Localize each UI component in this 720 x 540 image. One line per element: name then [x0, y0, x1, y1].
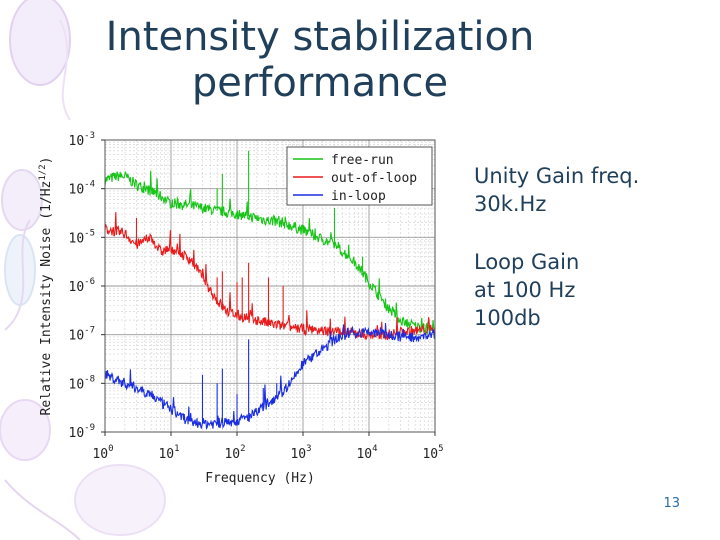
decor-swirl-2: [59, 19, 71, 121]
y-axis-label-close: ): [39, 157, 54, 165]
legend-label-out-of-loop: out-of-loop: [331, 171, 417, 186]
y-tick-label: 10-6: [69, 277, 96, 295]
decor-circle-bottom-left: [0, 399, 51, 461]
decor-circle-left: [1, 169, 43, 231]
y-axis-label: Relative Intensity Noise (1/Hz1/2): [38, 157, 54, 416]
y-tick-label: 10-3: [69, 131, 96, 149]
chart-axes: 100 101 102 103 104 105 10-3 10-4 10-5 10-6 10-7 10…: [69, 131, 444, 462]
x-tick-label: 104: [356, 444, 377, 462]
legend-label-free-run: free-run: [331, 153, 394, 168]
legend-label-in-loop: in-loop: [331, 189, 386, 204]
slide-title-line1: Intensity stabilization: [105, 14, 535, 60]
decor-balloon-top-left: [9, 0, 71, 86]
series-layer: [104, 150, 436, 430]
series-line-in-loop: [104, 323, 436, 430]
bullet-loop-gain-line2: at 100 Hz: [474, 278, 576, 302]
y-tick-label: 10-7: [69, 326, 96, 344]
bullet-unity-gain-line1: Unity Gain freq.: [474, 164, 640, 188]
x-tick-label: 100: [92, 444, 113, 462]
y-tick-label: 10-4: [69, 180, 96, 198]
x-tick-label: 102: [224, 444, 245, 462]
page-number: 13: [663, 496, 680, 511]
bullet-unity-gain-line2: 30k.Hz: [474, 192, 547, 216]
noise-spectrum-chart: 100 101 102 103 104 105 10-3 10-4 10-5 10-6 10-7 10…: [38, 131, 444, 486]
x-tick-label: 105: [422, 444, 443, 462]
y-tick-label: 10-5: [69, 228, 96, 246]
decor-stem: [4, 479, 81, 540]
y-tick-label: 10-8: [69, 374, 96, 392]
decor-swirl: [4, 219, 31, 331]
x-tick-label: 103: [290, 444, 311, 462]
chart-legend: free-run out-of-loop in-loop: [286, 146, 433, 206]
series-line-out-of-loop: [104, 212, 436, 341]
x-tick-label: 101: [158, 444, 179, 462]
series-line-free-run: [104, 170, 436, 335]
decor-circle-bottom: [74, 464, 166, 536]
y-axis-label-sup: 1/2: [38, 164, 48, 180]
slide-title-line2: performance: [191, 60, 449, 106]
bullet-unity-gain: Unity Gain freq. 30k.Hz: [474, 162, 639, 218]
bullet-loop-gain: Loop Gain at 100 Hz 100db: [474, 248, 579, 332]
y-tick-label: 10-9: [69, 423, 96, 441]
bullet-loop-gain-line3: 100db: [474, 306, 541, 330]
slide-title: Intensity stabilization performance: [90, 14, 550, 106]
bullet-loop-gain-line1: Loop Gain: [474, 250, 580, 274]
x-axis-label: Frequency (Hz): [205, 471, 315, 486]
y-axis-label-main: Relative Intensity Noise (1/Hz: [39, 181, 54, 416]
